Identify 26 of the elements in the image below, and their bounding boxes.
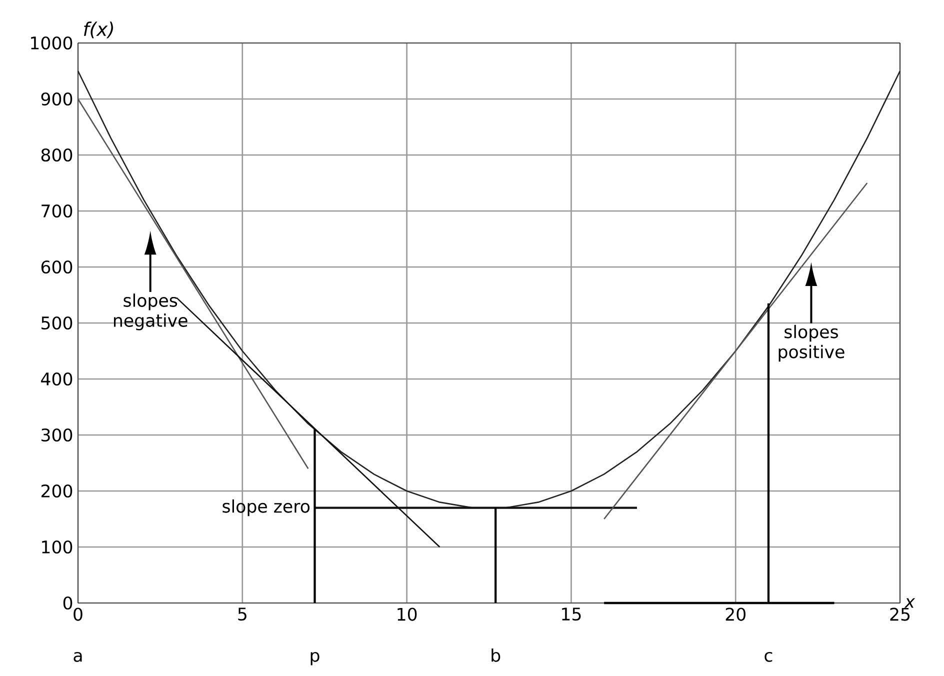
x-tick-label: 15	[562, 608, 581, 621]
annotation: b	[492, 648, 500, 662]
y-tick-label: 500	[42, 316, 72, 330]
y-tick-label: 600	[41, 260, 72, 274]
y-tick-label: 700	[42, 204, 72, 218]
y-tick-label: 400	[41, 372, 72, 386]
x-axis-title: x	[904, 598, 916, 608]
y-tick-label: 300	[42, 428, 72, 442]
x-tick-label: 10	[398, 608, 417, 621]
x-tick-label: 20	[726, 608, 746, 621]
y-tick-label: 200	[41, 484, 72, 498]
annotation: slope zero	[222, 499, 310, 516]
x-tick-label: 25	[890, 608, 910, 621]
annotation: slopes negative	[114, 294, 188, 330]
text: a	[74, 652, 82, 662]
y-tick-label: 900	[41, 92, 72, 106]
annotation: p	[310, 652, 320, 666]
x-tick-label: 0	[74, 608, 82, 621]
annotation: c	[764, 652, 772, 662]
x-tick-label: 5	[238, 608, 246, 621]
y-tick-label: 1000	[31, 36, 72, 50]
y-tick-label: 0	[63, 596, 72, 610]
y-tick-label: 800	[41, 148, 72, 162]
y-axis-title: f(x)	[84, 22, 113, 38]
annotation: slopes positive	[778, 324, 844, 362]
y-tick-label: 100	[42, 540, 72, 554]
